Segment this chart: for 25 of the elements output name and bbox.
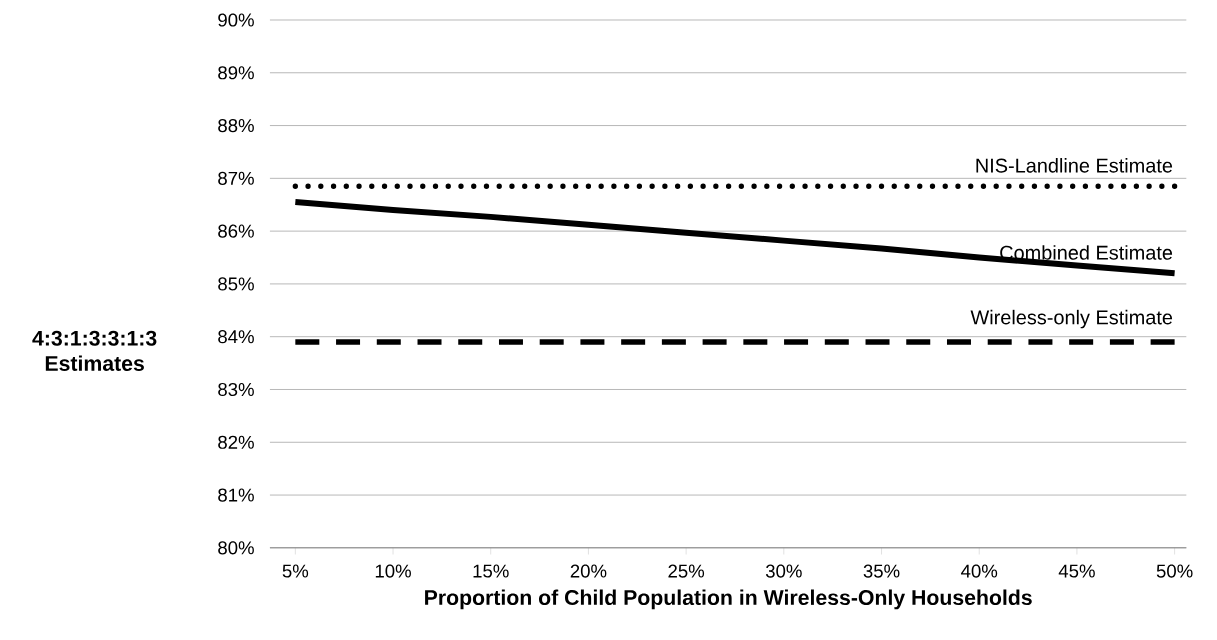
y-tick-label: 82%	[218, 435, 254, 449]
y-tick-label: 81%	[218, 488, 254, 502]
y-tick-label: 84%	[218, 330, 254, 344]
x-tick-label: 45%	[1058, 564, 1095, 578]
y-tick-label: 88%	[218, 119, 254, 133]
x-tick-label: 15%	[473, 564, 509, 578]
x-tick-label: 50%	[1156, 564, 1193, 578]
x-tick-label: 35%	[863, 564, 900, 578]
x-tick-label: 5%	[282, 564, 309, 578]
x-tick-label: 10%	[375, 564, 411, 578]
y-tick-label: 89%	[218, 66, 254, 80]
series-label: Wireless-only Estimate	[970, 309, 1173, 329]
y-axis-title: 4:3:1:3:3:1:3 Estimates	[32, 330, 157, 372]
x-tick-label: 40%	[961, 564, 998, 578]
y-tick-label: 85%	[218, 277, 254, 291]
y-tick-label: 80%	[218, 541, 254, 555]
y-tick-label: 90%	[218, 13, 254, 27]
y-tick-label: 86%	[218, 224, 254, 238]
x-axis-title: Proportion of Child Population in Wireless-Only Households	[425, 589, 1032, 610]
series-label: NIS-Landline Estimate	[976, 158, 1173, 173]
y-tick-label: 87%	[218, 171, 254, 186]
x-tick-label: 20%	[570, 564, 607, 578]
x-tick-label: 30%	[765, 564, 802, 578]
y-tick-label: 83%	[218, 382, 254, 397]
x-tick-label: 25%	[668, 564, 705, 578]
